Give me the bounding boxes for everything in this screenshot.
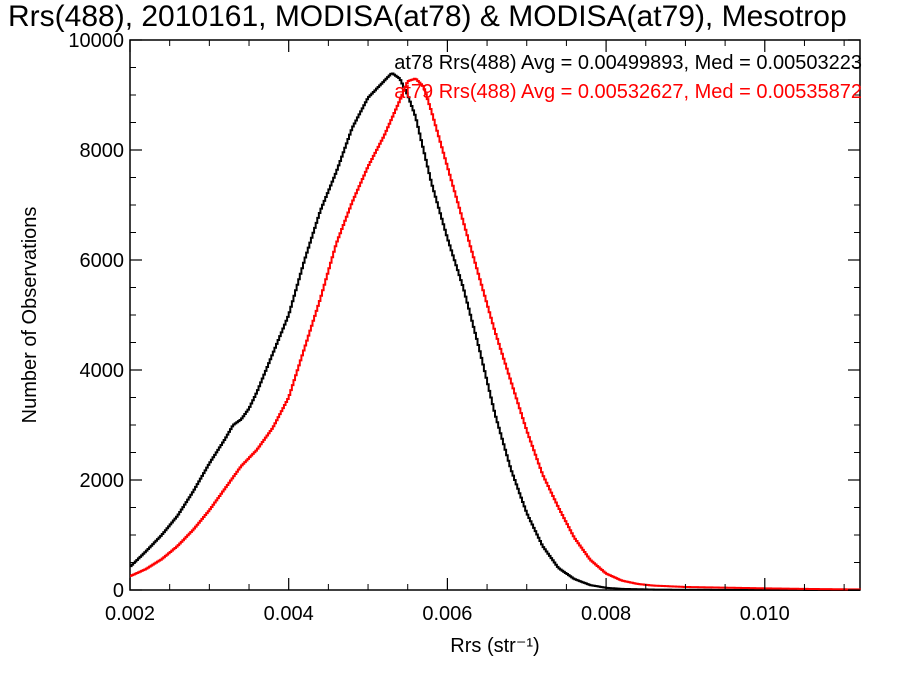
y-tick-label: 2000 bbox=[80, 470, 125, 492]
y-axis-label: Number of Observations bbox=[19, 207, 41, 424]
x-tick-label: 0.006 bbox=[422, 603, 472, 625]
series-line-at79 bbox=[130, 77, 861, 591]
plot-frame bbox=[129, 39, 861, 591]
y-tick-label: 10000 bbox=[68, 30, 124, 52]
y-tick-label: 0 bbox=[113, 580, 124, 602]
x-tick-label: 0.008 bbox=[581, 603, 631, 625]
x-axis-label: Rrs (str⁻¹) bbox=[450, 635, 539, 657]
x-tick-label: 0.002 bbox=[105, 603, 155, 625]
legend-entry-at78: at78 Rrs(488) Avg = 0.00499893, Med = 0.… bbox=[394, 52, 862, 74]
series-layer bbox=[130, 72, 861, 591]
chart-title: Rrs(488), 2010161, MODISA(at78) & MODISA… bbox=[8, 0, 847, 33]
axis-ticks: 0.002 0.004 0.006 0.008 0.010 0 2000 4000 6000 80… bbox=[68, 30, 860, 625]
y-tick-label: 6000 bbox=[80, 250, 125, 272]
legend-entry-at79: at79 Rrs(488) Avg = 0.00532627, Med = 0.… bbox=[394, 81, 862, 103]
y-tick-label: 4000 bbox=[80, 360, 125, 382]
y-tick-label: 8000 bbox=[80, 140, 125, 162]
series-line-at78 bbox=[130, 72, 860, 591]
x-tick-label: 0.004 bbox=[264, 603, 314, 625]
x-tick-label: 0.010 bbox=[740, 603, 790, 625]
